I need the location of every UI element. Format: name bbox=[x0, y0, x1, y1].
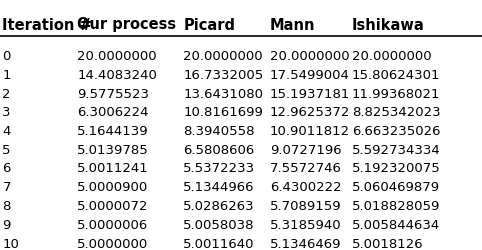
Text: 8.3940558: 8.3940558 bbox=[183, 125, 254, 138]
Text: 2: 2 bbox=[2, 88, 11, 101]
Text: 5.060469879: 5.060469879 bbox=[352, 181, 440, 194]
Text: Picard: Picard bbox=[183, 18, 235, 32]
Text: 20.0000000: 20.0000000 bbox=[352, 50, 431, 63]
Text: 6.3006224: 6.3006224 bbox=[77, 106, 148, 119]
Text: 14.4083240: 14.4083240 bbox=[77, 69, 157, 82]
Text: 16.7332005: 16.7332005 bbox=[183, 69, 263, 82]
Text: 5.0000006: 5.0000006 bbox=[77, 219, 148, 232]
Text: 5.0000900: 5.0000900 bbox=[77, 181, 148, 194]
Text: 11.99368021: 11.99368021 bbox=[352, 88, 441, 101]
Text: 9.0727196: 9.0727196 bbox=[270, 144, 342, 157]
Text: 5.018828059: 5.018828059 bbox=[352, 200, 440, 213]
Text: 5.5372233: 5.5372233 bbox=[183, 162, 255, 175]
Text: Our process: Our process bbox=[77, 18, 176, 32]
Text: 5.1344966: 5.1344966 bbox=[183, 181, 254, 194]
Text: 5.592734334: 5.592734334 bbox=[352, 144, 441, 157]
Text: 8: 8 bbox=[2, 200, 11, 213]
Text: 10.8161699: 10.8161699 bbox=[183, 106, 263, 119]
Text: 4: 4 bbox=[2, 125, 11, 138]
Text: 9.5775523: 9.5775523 bbox=[77, 88, 149, 101]
Text: 5.0011640: 5.0011640 bbox=[183, 238, 254, 250]
Text: 5.005844634: 5.005844634 bbox=[352, 219, 440, 232]
Text: 20.0000000: 20.0000000 bbox=[77, 50, 157, 63]
Text: Ishikawa: Ishikawa bbox=[352, 18, 425, 32]
Text: 1: 1 bbox=[2, 69, 11, 82]
Text: 10: 10 bbox=[2, 238, 19, 250]
Text: 5.3185940: 5.3185940 bbox=[270, 219, 342, 232]
Text: 7.5572746: 7.5572746 bbox=[270, 162, 342, 175]
Text: 0: 0 bbox=[2, 50, 11, 63]
Text: 6.5808606: 6.5808606 bbox=[183, 144, 254, 157]
Text: 15.80624301: 15.80624301 bbox=[352, 69, 441, 82]
Text: 5.0286263: 5.0286263 bbox=[183, 200, 255, 213]
Text: 13.6431080: 13.6431080 bbox=[183, 88, 263, 101]
Text: 20.0000000: 20.0000000 bbox=[183, 50, 263, 63]
Text: Iteration #: Iteration # bbox=[2, 18, 92, 32]
Text: Mann: Mann bbox=[270, 18, 315, 32]
Text: 6.663235026: 6.663235026 bbox=[352, 125, 441, 138]
Text: 6: 6 bbox=[2, 162, 11, 175]
Text: 5.0000000: 5.0000000 bbox=[77, 238, 148, 250]
Text: 5.0058038: 5.0058038 bbox=[183, 219, 254, 232]
Text: 5.1346469: 5.1346469 bbox=[270, 238, 341, 250]
Text: 5.1644139: 5.1644139 bbox=[77, 125, 149, 138]
Text: 5.0139785: 5.0139785 bbox=[77, 144, 149, 157]
Text: 7: 7 bbox=[2, 181, 11, 194]
Text: 10.9011812: 10.9011812 bbox=[270, 125, 350, 138]
Text: 9: 9 bbox=[2, 219, 11, 232]
Text: 17.5499004: 17.5499004 bbox=[270, 69, 350, 82]
Text: 3: 3 bbox=[2, 106, 11, 119]
Text: 6.4300222: 6.4300222 bbox=[270, 181, 342, 194]
Text: 5.7089159: 5.7089159 bbox=[270, 200, 342, 213]
Text: 5.0000072: 5.0000072 bbox=[77, 200, 148, 213]
Text: 15.1937181: 15.1937181 bbox=[270, 88, 350, 101]
Text: 5.0018126: 5.0018126 bbox=[352, 238, 424, 250]
Text: 8.825342023: 8.825342023 bbox=[352, 106, 441, 119]
Text: 5.0011241: 5.0011241 bbox=[77, 162, 149, 175]
Text: 5.192320075: 5.192320075 bbox=[352, 162, 441, 175]
Text: 20.0000000: 20.0000000 bbox=[270, 50, 349, 63]
Text: 12.9625372: 12.9625372 bbox=[270, 106, 350, 119]
Text: 5: 5 bbox=[2, 144, 11, 157]
